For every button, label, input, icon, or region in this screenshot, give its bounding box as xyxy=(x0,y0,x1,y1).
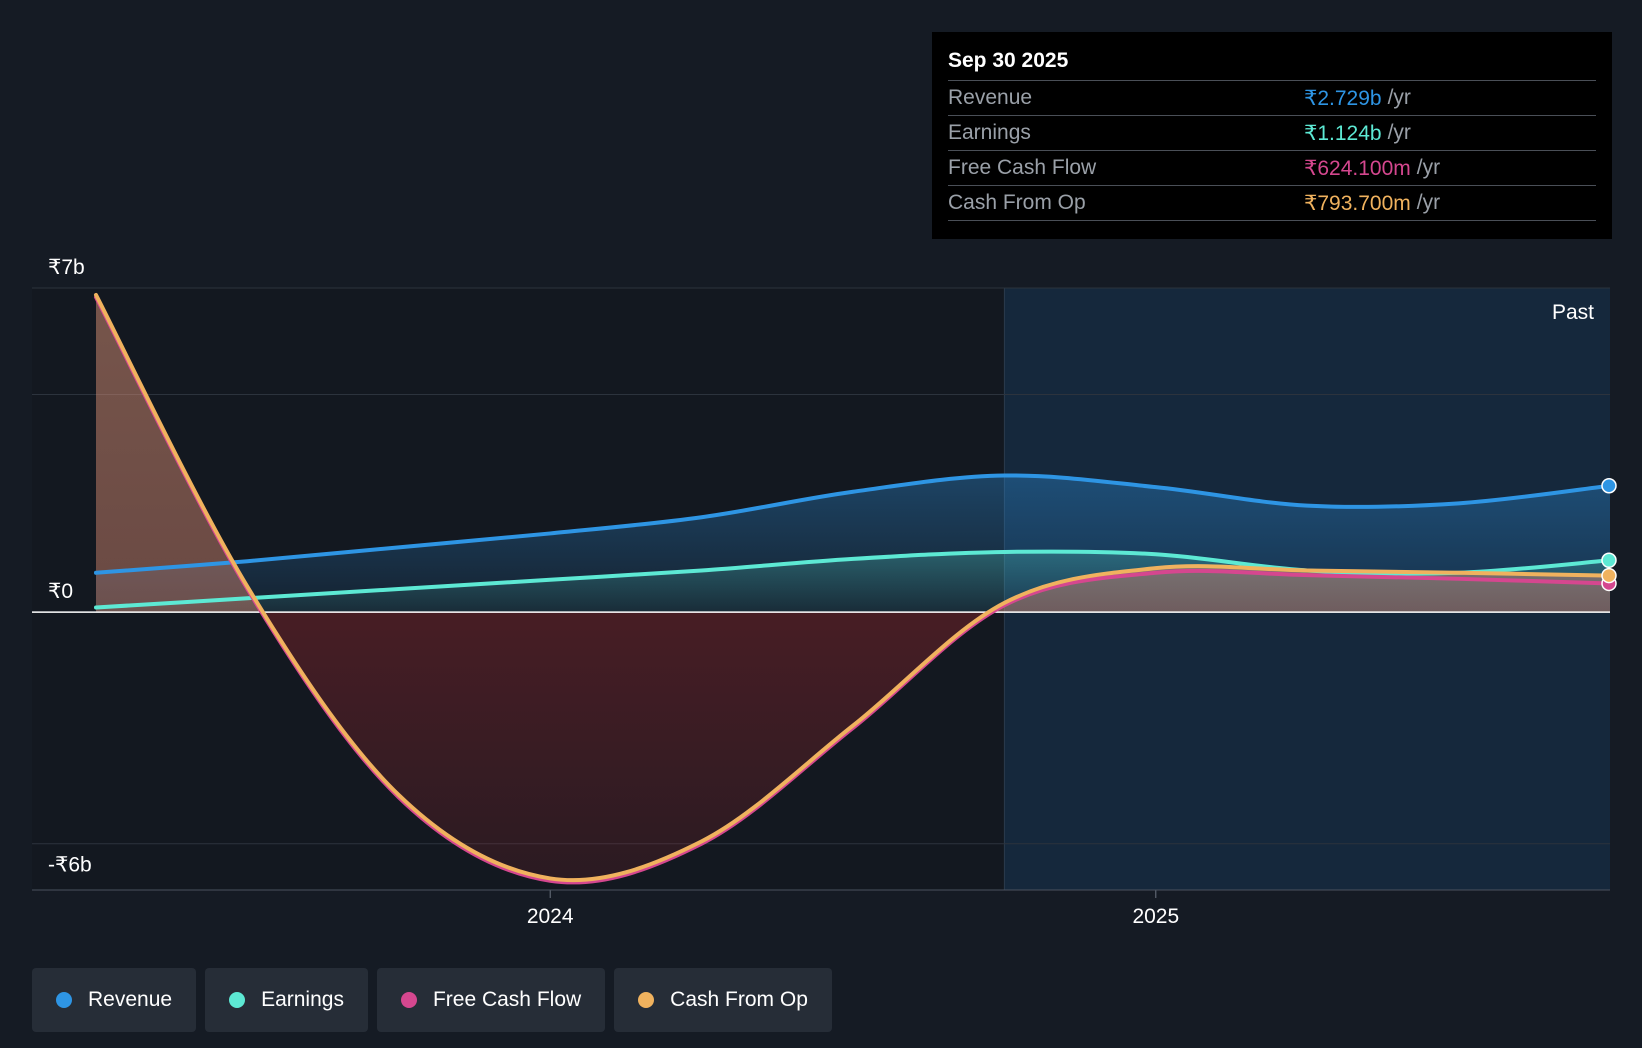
earnings-end-point xyxy=(1601,552,1617,569)
cash-from-op-line xyxy=(94,292,1610,883)
revenue-line xyxy=(94,473,1610,575)
tooltip-value: ₹1.124b xyxy=(1304,121,1382,145)
x-tick-label: 2025 xyxy=(1132,905,1179,928)
tooltip-unit: /yr xyxy=(1387,121,1411,144)
tooltip-value: ₹793.700m xyxy=(1304,191,1411,215)
legend-item-revenue[interactable]: Revenue xyxy=(32,968,197,1032)
x-tick-label: 2024 xyxy=(527,905,574,928)
legend-item-free-cash-flow[interactable]: Free Cash Flow xyxy=(376,968,606,1032)
tooltip-row-free-cash-flow: Free Cash Flow ₹624.100m /yr xyxy=(948,151,1596,186)
y-tick-label: -₹6b xyxy=(48,854,92,877)
legend-dot-icon xyxy=(638,992,655,1008)
legend-item-cash-from-op[interactable]: Cash From Op xyxy=(614,968,832,1032)
cash-negative-area xyxy=(96,612,1610,881)
revenue-end-point xyxy=(1601,477,1617,494)
chart-legend: Revenue Earnings Free Cash Flow Cash Fro… xyxy=(32,968,832,1032)
tooltip-date: Sep 30 2025 xyxy=(948,46,1596,81)
legend-label: Cash From Op xyxy=(670,988,808,1011)
cash-from-op-end-point xyxy=(1601,567,1617,584)
tooltip-row-cash-from-op: Cash From Op ₹793.700m /yr xyxy=(948,186,1596,221)
legend-dot-icon xyxy=(229,992,246,1008)
tooltip-label: Revenue xyxy=(948,86,1033,109)
legend-item-earnings[interactable]: Earnings xyxy=(205,968,368,1032)
tooltip-value: ₹624.100m xyxy=(1304,156,1411,180)
y-tick-label: ₹0 xyxy=(48,580,73,603)
legend-label: Free Cash Flow xyxy=(432,988,582,1011)
tooltip-unit: /yr xyxy=(1416,191,1441,214)
legend-label: Revenue xyxy=(88,988,173,1011)
tooltip-label: Cash From Op xyxy=(948,191,1086,214)
legend-label: Earnings xyxy=(261,988,344,1011)
legend-dot-icon xyxy=(56,992,72,1008)
past-label: Past xyxy=(1552,301,1594,324)
tooltip-label: Earnings xyxy=(948,121,1031,144)
tooltip-row-revenue: Revenue ₹2.729b /yr xyxy=(948,81,1596,116)
legend-dot-icon xyxy=(400,992,417,1008)
tooltip-unit: /yr xyxy=(1416,156,1441,179)
y-tick-label: ₹7b xyxy=(48,256,85,279)
tooltip-value: ₹2.729b xyxy=(1304,86,1382,110)
tooltip-row-earnings: Earnings ₹1.124b /yr xyxy=(948,116,1596,151)
tooltip-panel: Sep 30 2025 Revenue ₹2.729b /yr Earnings… xyxy=(932,32,1612,239)
tooltip-label: Free Cash Flow xyxy=(948,156,1097,179)
tooltip-unit: /yr xyxy=(1387,86,1411,109)
